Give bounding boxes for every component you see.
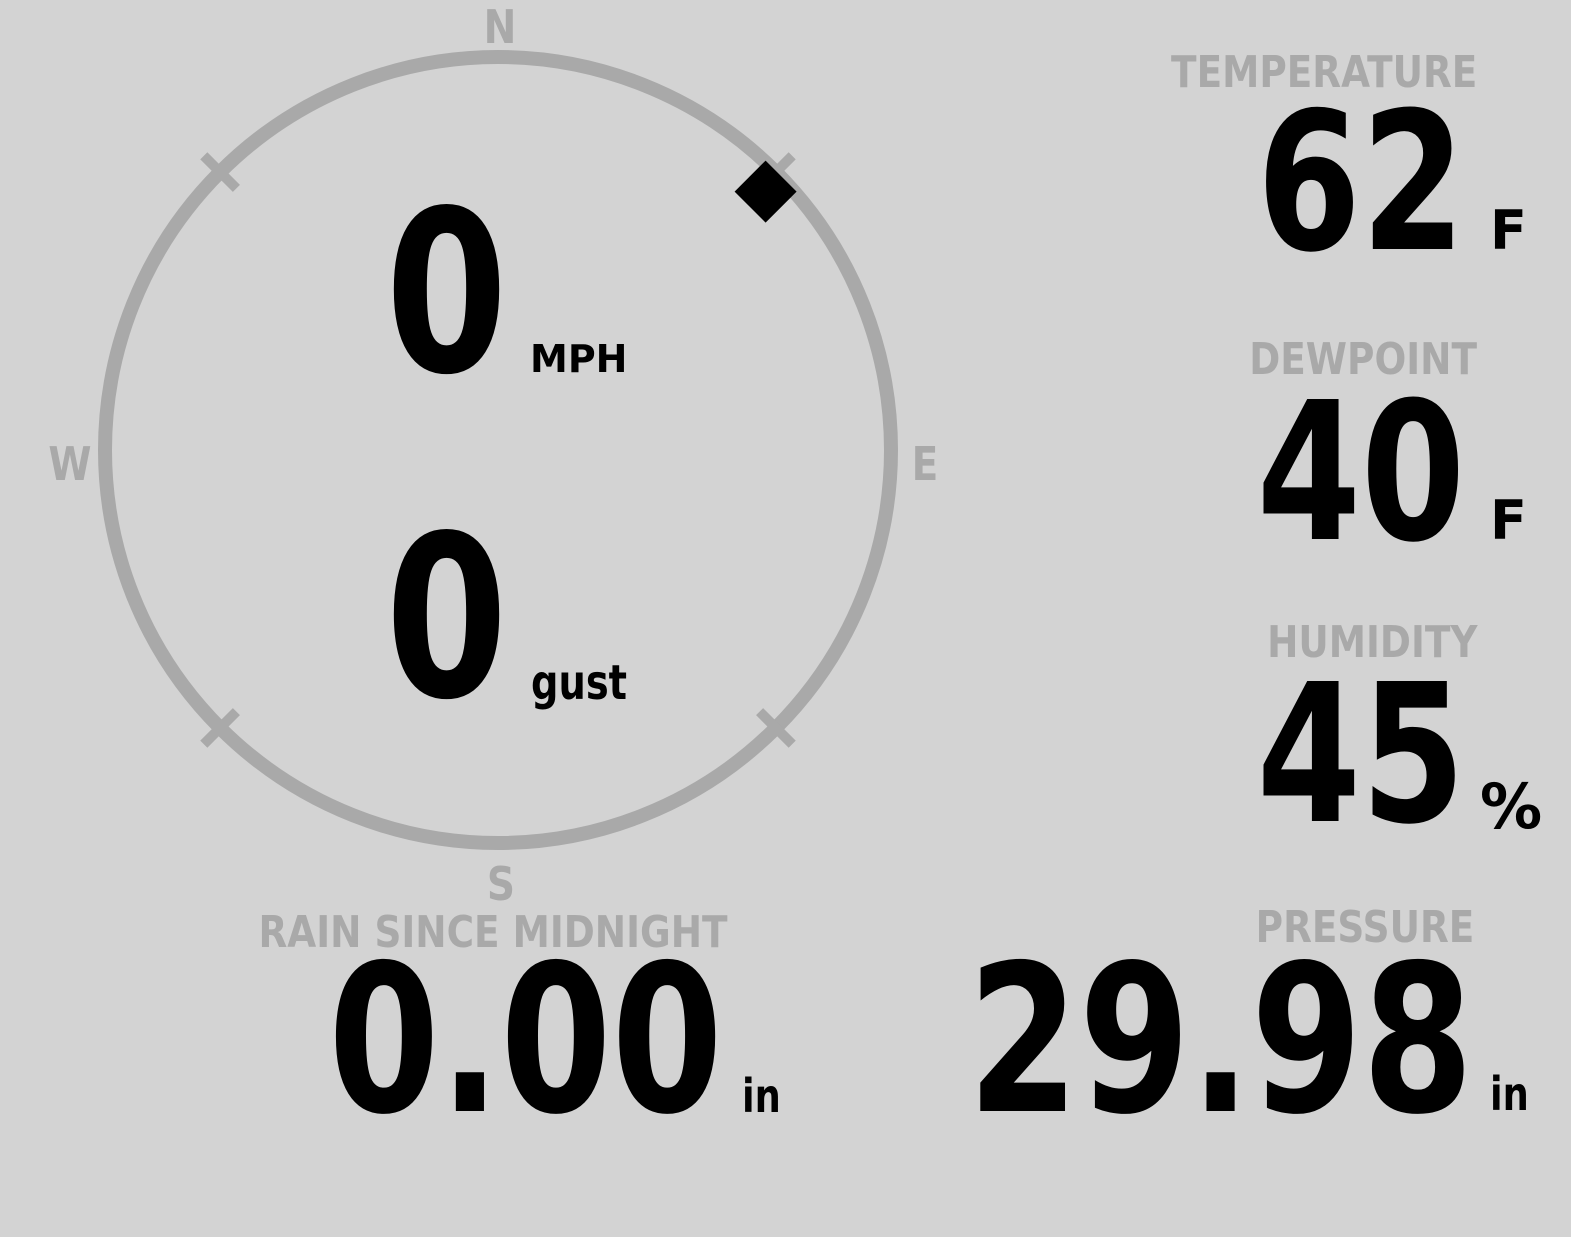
wind-compass [98,50,898,850]
pressure-label: PRESSURE [1255,902,1475,953]
temperature-unit: F [1490,199,1527,262]
dewpoint-value: 40 [1256,362,1465,585]
pressure-unit: in [1490,1067,1529,1121]
compass-label-west: W [48,437,92,491]
rain-value: 0.00 [328,922,723,1160]
dewpoint-label: DEWPOINT [1249,334,1477,385]
humidity-value: 45 [1256,644,1465,867]
dewpoint-unit: F [1490,489,1527,552]
temperature-value: 62 [1256,72,1465,295]
compass-tick-sw [200,708,240,748]
temperature-label: TEMPERATURE [1170,47,1477,98]
compass-tick-se [756,708,796,748]
compass-label-east: E [911,437,939,491]
compass-ring [98,50,898,850]
humidity-label: HUMIDITY [1266,617,1477,668]
wind-direction-marker-icon [734,160,797,223]
humidity-unit: % [1480,770,1543,843]
compass-tick-nw [200,152,240,192]
pressure-value: 29.98 [967,922,1473,1160]
rain-label: RAIN SINCE MIDNIGHT [258,907,728,958]
compass-label-north: N [483,0,517,54]
wind-gust-value: 0 [385,488,508,750]
compass-label-south: S [486,857,516,911]
rain-unit: in [742,1069,781,1123]
wind-speed-value: 0 [385,163,508,425]
wind-gust-unit: gust [531,655,628,711]
wind-speed-unit: MPH [530,337,628,381]
